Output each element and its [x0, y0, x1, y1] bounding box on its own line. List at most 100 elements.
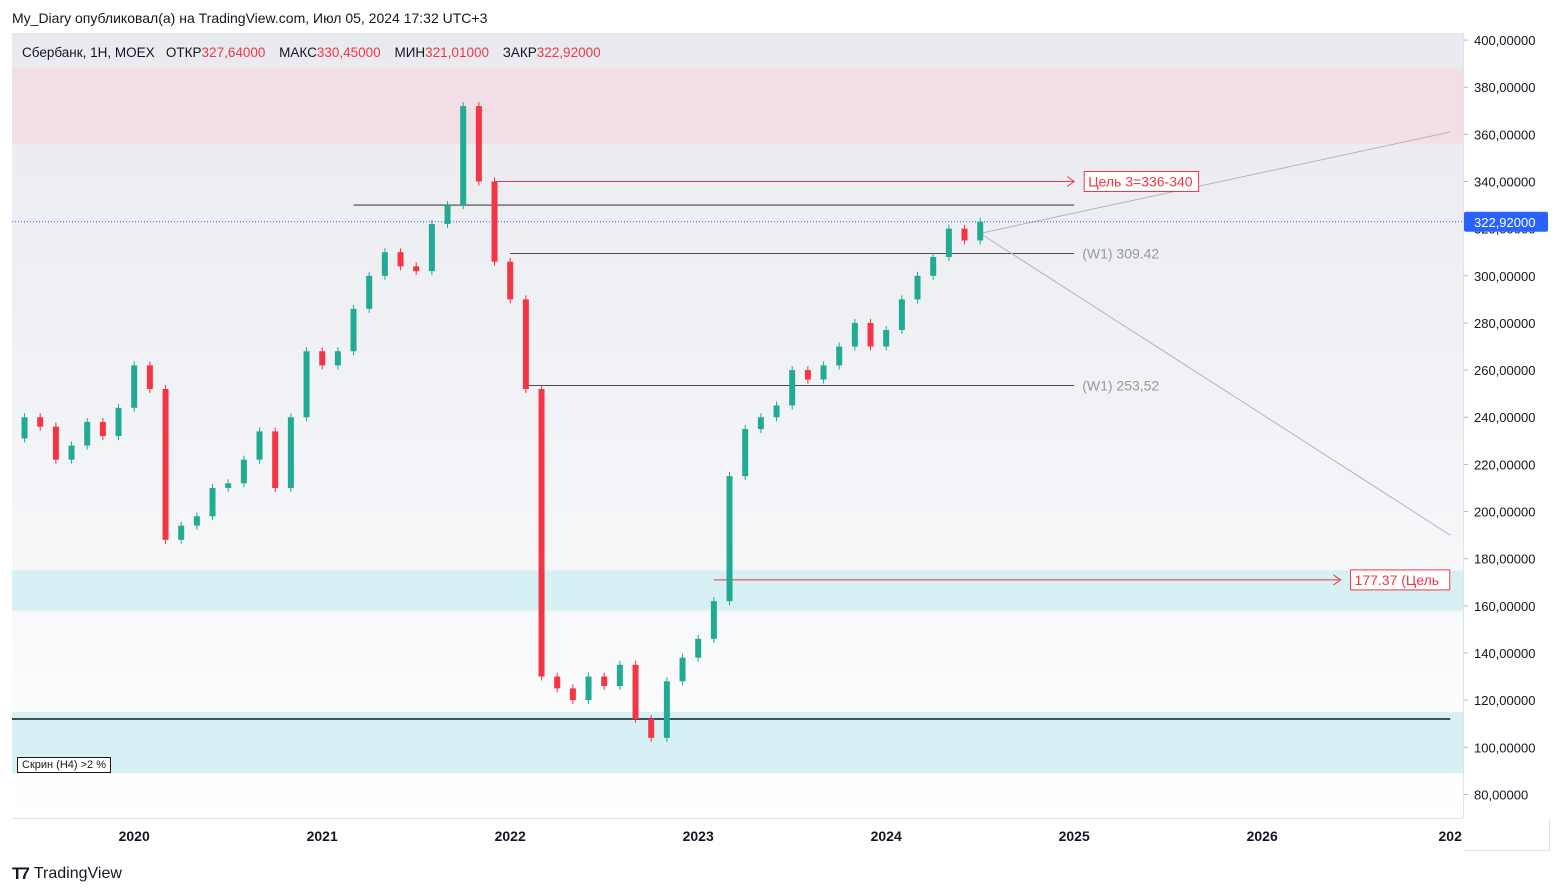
target-label-1: 177.37 (Цель [1355, 572, 1440, 588]
support-zone-2 [12, 711, 1463, 774]
candle-47 [742, 429, 749, 477]
candle-26 [413, 266, 420, 272]
candle-37 [585, 676, 592, 701]
candle-57 [898, 299, 905, 331]
candle-51 [804, 370, 811, 380]
time-tick-label-1: 2021 [307, 828, 338, 844]
price-axis-scale: 400,00000380,00000360,00000340,00000320,… [1464, 33, 1548, 802]
price-tick-label-9: 220,00000 [1474, 457, 1535, 472]
price-tick-label-16: 80,00000 [1474, 787, 1528, 802]
candle-19 [303, 351, 310, 418]
low-value: 321,01000 [425, 45, 489, 60]
time-tick-label-5: 2025 [1059, 828, 1090, 844]
high-label: МАКС [279, 45, 317, 60]
candle-45 [710, 601, 717, 639]
time-tick-label-2: 2022 [495, 828, 526, 844]
price-tick-label-2: 360,00000 [1474, 127, 1535, 142]
publication-caption: My_Diary опубликовал(а) на TradingView.c… [12, 10, 488, 26]
candle-21 [334, 351, 341, 366]
candle-13 [209, 487, 216, 517]
high-value: 330,45000 [316, 45, 381, 60]
candle-59 [930, 256, 937, 276]
candle-50 [789, 370, 796, 406]
plot-area[interactable]: (W1) 309.42 (W1) 253,52 Цель 3=336-340 177.… [12, 33, 1463, 818]
candle-44 [695, 638, 702, 658]
close-label: ЗАКР [502, 45, 537, 60]
target-arrowhead-1 [1333, 574, 1342, 586]
price-tick-label-0: 400,00000 [1474, 33, 1535, 48]
candle-4 [68, 445, 75, 460]
candle-27 [428, 223, 435, 272]
price-tick-label-6: 280,00000 [1474, 316, 1535, 331]
candle-28 [444, 205, 451, 224]
candle-25 [397, 252, 404, 267]
candle-34 [538, 388, 545, 677]
tradingview-logo[interactable]: T7 TradingView [12, 864, 122, 884]
candle-42 [663, 681, 670, 738]
candle-17 [272, 431, 279, 488]
price-tick-label-7: 260,00000 [1474, 363, 1535, 378]
last-price-badge [1464, 211, 1548, 232]
price-tick-label-3: 340,00000 [1474, 175, 1535, 190]
candle-48 [757, 417, 764, 430]
trend-line-1 [979, 232, 1451, 536]
symbol-legend: Сбербанк, 1Н, MOEX ОТКР327,64000 МАКС330… [22, 45, 611, 60]
candle-10 [162, 388, 169, 540]
candle-60 [945, 228, 952, 257]
time-axis[interactable]: 2020 2021 2022 2023 2024 2025 2026 202 [12, 818, 1463, 852]
price-tick-label-1: 380,00000 [1474, 80, 1535, 95]
price-tick-label-15: 100,00000 [1474, 740, 1535, 755]
time-tick-label-6: 2026 [1247, 828, 1278, 844]
candle-24 [381, 252, 388, 276]
low-label: МИН [394, 45, 426, 60]
candle-7 [115, 407, 122, 437]
level-label-1: (W1) 309.42 [1082, 246, 1159, 262]
price-tick-label-10: 200,00000 [1474, 505, 1535, 520]
candle-53 [836, 346, 843, 366]
candle-38 [601, 676, 608, 686]
candle-43 [679, 657, 686, 682]
candle-16 [256, 431, 263, 460]
candle-32 [507, 261, 514, 300]
time-tick-label-4: 2024 [871, 828, 902, 844]
price-tick-label-8: 240,00000 [1474, 410, 1535, 425]
candle-30 [475, 106, 482, 182]
target-arrowhead-0 [1066, 176, 1076, 187]
candle-56 [883, 330, 890, 347]
time-axis-scale: 2020 2021 2022 2023 2024 2025 2026 202 [119, 828, 1463, 844]
candle-12 [193, 516, 200, 526]
candle-2 [37, 417, 44, 427]
price-tick-label-13: 140,00000 [1474, 646, 1535, 661]
candle-23 [366, 275, 373, 309]
candle-55 [867, 322, 874, 347]
candle-5 [84, 421, 91, 446]
screen-label: Скрин (Н4) >2 % [17, 757, 111, 773]
tradingview-logo-icon: T7 [12, 864, 30, 883]
price-chart[interactable]: (W1) 309.42 (W1) 253,52 Цель 3=336-340 177.… [12, 33, 1463, 818]
candle-54 [851, 322, 858, 347]
level-label-2: (W1) 253,52 [1082, 377, 1159, 393]
candle-22 [350, 308, 357, 352]
brand-name: TradingView [33, 865, 122, 882]
candle-40 [632, 664, 639, 719]
candle-14 [225, 483, 232, 488]
close-value: 322,92000 [536, 45, 601, 60]
candle-9 [146, 365, 153, 389]
candle-8 [131, 365, 138, 408]
candle-46 [726, 476, 733, 602]
resistance-zone-0 [12, 68, 1463, 144]
candle-62 [977, 221, 984, 241]
price-axis[interactable]: 400,00000380,00000360,00000340,00000320,… [1463, 33, 1550, 818]
candle-49 [773, 405, 780, 418]
candle-11 [178, 525, 185, 540]
candle-61 [961, 228, 968, 241]
candle-52 [820, 365, 827, 380]
last-price-label: 322,92000 [1474, 215, 1535, 230]
price-tick-label-5: 300,00000 [1474, 269, 1535, 284]
candle-29 [460, 106, 467, 206]
open-label: ОТКР [165, 45, 202, 60]
candle-6 [99, 421, 106, 437]
price-tick-label-14: 120,00000 [1474, 693, 1535, 708]
time-tick-label-7: 202 [1439, 828, 1463, 844]
price-tick-label-12: 160,00000 [1474, 599, 1535, 614]
